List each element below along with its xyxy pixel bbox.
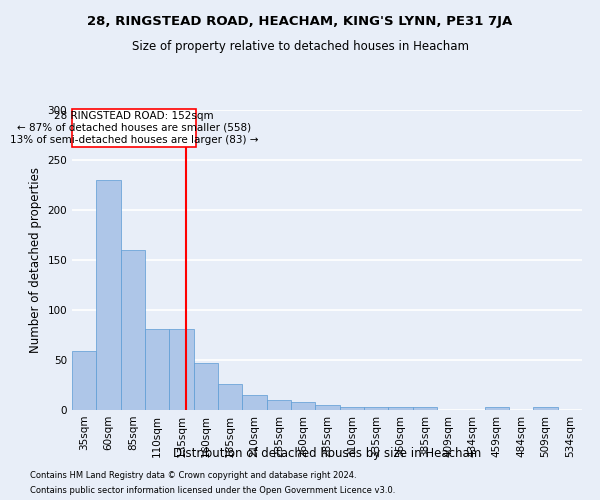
- Bar: [266, 400, 291, 410]
- Y-axis label: Number of detached properties: Number of detached properties: [29, 167, 42, 353]
- Bar: [340, 407, 364, 410]
- Bar: [242, 395, 266, 410]
- Text: Contains HM Land Registry data © Crown copyright and database right 2024.: Contains HM Land Registry data © Crown c…: [30, 471, 356, 480]
- Bar: [533, 407, 557, 410]
- Bar: [388, 407, 413, 410]
- Bar: [72, 351, 97, 410]
- Text: 28, RINGSTEAD ROAD, HEACHAM, KING'S LYNN, PE31 7JA: 28, RINGSTEAD ROAD, HEACHAM, KING'S LYNN…: [88, 15, 512, 28]
- Text: Distribution of detached houses by size in Heacham: Distribution of detached houses by size …: [173, 448, 481, 460]
- Text: Size of property relative to detached houses in Heacham: Size of property relative to detached ho…: [131, 40, 469, 53]
- Text: ← 87% of detached houses are smaller (558): ← 87% of detached houses are smaller (55…: [17, 123, 251, 133]
- Bar: [218, 384, 242, 410]
- Text: 28 RINGSTEAD ROAD: 152sqm: 28 RINGSTEAD ROAD: 152sqm: [54, 111, 214, 121]
- Text: Contains public sector information licensed under the Open Government Licence v3: Contains public sector information licen…: [30, 486, 395, 495]
- Bar: [291, 402, 316, 410]
- Bar: [145, 329, 169, 410]
- Bar: [316, 405, 340, 410]
- Text: 13% of semi-detached houses are larger (83) →: 13% of semi-detached houses are larger (…: [10, 135, 258, 145]
- FancyBboxPatch shape: [72, 109, 196, 147]
- Bar: [485, 407, 509, 410]
- Bar: [194, 363, 218, 410]
- Bar: [121, 250, 145, 410]
- Bar: [413, 407, 437, 410]
- Bar: [169, 329, 194, 410]
- Bar: [364, 407, 388, 410]
- Bar: [97, 180, 121, 410]
